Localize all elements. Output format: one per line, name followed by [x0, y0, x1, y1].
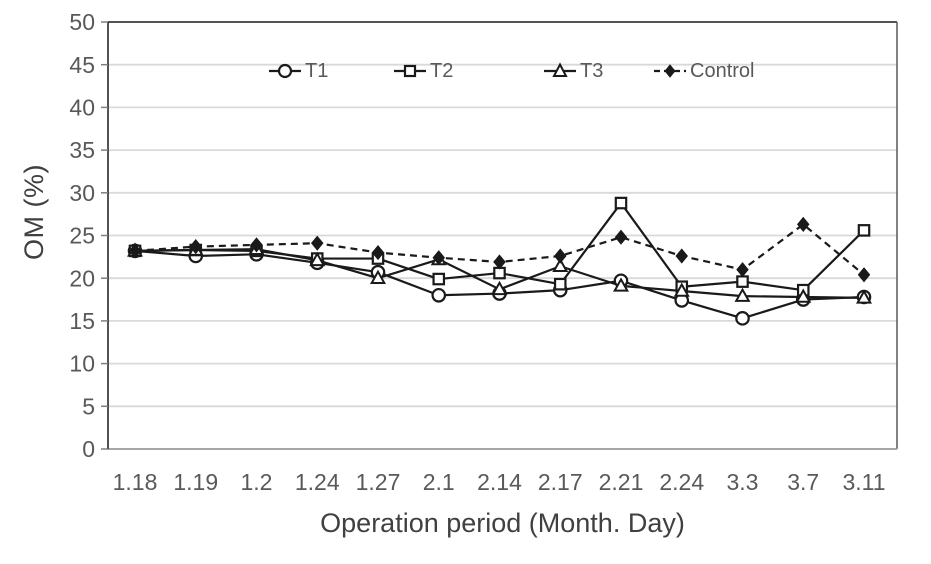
- legend-label-t2: T2: [430, 59, 454, 82]
- series-point-t3: [491, 280, 508, 296]
- series-point-control: [432, 250, 445, 266]
- square-icon: [394, 64, 426, 78]
- x-tick-label: 2.24: [659, 469, 704, 495]
- series-point-t1: [735, 311, 750, 326]
- series-point-t1: [431, 287, 447, 303]
- series-point-t3: [734, 287, 751, 302]
- square-open-legend-marker: [403, 64, 417, 78]
- y-tick-label: 0: [82, 436, 95, 462]
- triangle-open-legend-marker: [552, 62, 568, 77]
- series-point-t3: [612, 277, 630, 292]
- series-point-t2: [736, 275, 749, 288]
- legend-item-control: Control: [653, 58, 754, 84]
- series-point-t3: [369, 269, 387, 284]
- circle-icon: [269, 63, 301, 79]
- series-point-control: [797, 216, 810, 232]
- x-tick-label: 1.18: [113, 469, 158, 495]
- series-point-t2: [857, 224, 871, 237]
- legend: T1 T2 T3 Control: [0, 58, 931, 84]
- y-tick-label: 40: [69, 94, 95, 120]
- legend-label-t1: T1: [305, 59, 329, 82]
- y-tick-label: 20: [69, 265, 95, 291]
- x-axis-title: Operation period (Month. Day): [320, 508, 685, 538]
- x-tick-label: 1.2: [241, 469, 273, 495]
- legend-item-t3: T3: [543, 58, 603, 84]
- series-point-control: [128, 243, 142, 259]
- series-point-control: [189, 239, 202, 255]
- series-point-t3: [309, 251, 326, 267]
- y-tick-label: 35: [69, 137, 95, 163]
- series-point-t3: [795, 288, 812, 303]
- x-tick-label: 3.7: [787, 469, 819, 495]
- series-point-control: [614, 229, 628, 245]
- y-tick-label: 15: [69, 308, 95, 334]
- legend-item-t2: T2: [393, 58, 453, 84]
- x-tick-label: 1.27: [356, 469, 401, 495]
- legend-label-control: Control: [690, 59, 755, 82]
- x-tick-label: 2.21: [599, 469, 644, 495]
- triangle-icon: [544, 62, 576, 77]
- series-point-control: [371, 244, 385, 261]
- series-point-t3: [673, 282, 690, 297]
- series-point-control: [554, 248, 567, 264]
- y-tick-label: 10: [69, 351, 95, 377]
- series-point-t2: [432, 272, 446, 286]
- circle-open-legend-marker: [277, 63, 293, 79]
- y-tick-label: 45: [69, 52, 95, 78]
- x-tick-label: 3.11: [842, 469, 885, 495]
- diamond-filled-legend-marker: [664, 64, 676, 78]
- series-point-control: [857, 267, 871, 283]
- series-point-t3: [855, 289, 873, 304]
- x-tick-label: 1.24: [295, 469, 340, 495]
- x-tick-label: 2.17: [538, 469, 583, 495]
- series-point-control: [493, 254, 506, 270]
- x-tick-label: 2.1: [423, 469, 455, 495]
- legend-label-t3: T3: [580, 59, 604, 82]
- series-point-control: [250, 237, 263, 253]
- y-axis-title: OM (%): [19, 164, 49, 260]
- series-point-t3: [552, 257, 569, 273]
- x-tick-label: 2.14: [477, 469, 522, 495]
- y-tick-label: 30: [69, 180, 95, 206]
- series-point-control: [675, 248, 688, 264]
- series-point-t2: [553, 277, 567, 291]
- series-point-t2: [614, 196, 628, 210]
- diamond-icon: [654, 64, 686, 78]
- y-tick-label: 50: [69, 9, 95, 35]
- y-tick-label: 25: [69, 223, 95, 249]
- y-tick-label: 5: [82, 393, 95, 419]
- x-tick-label: 3.3: [727, 469, 759, 495]
- legend-item-t1: T1: [268, 58, 328, 84]
- series-point-control: [311, 235, 324, 251]
- x-tick-label: 1.19: [173, 469, 218, 495]
- series-point-control: [736, 262, 749, 278]
